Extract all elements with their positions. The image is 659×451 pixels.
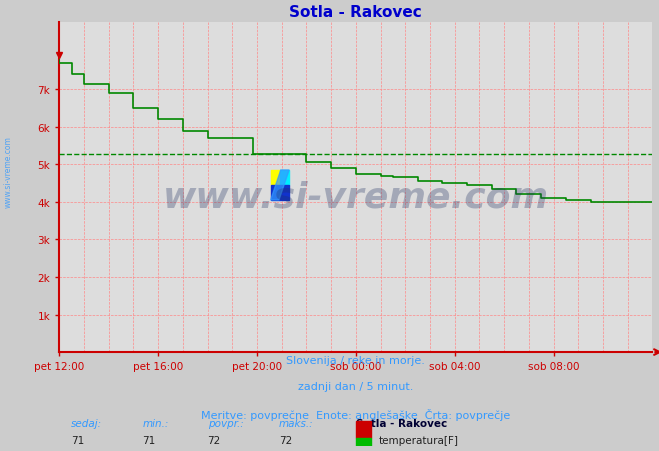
Text: www.si-vreme.com: www.si-vreme.com bbox=[3, 135, 13, 207]
Bar bbox=[356, 421, 370, 438]
Text: povpr.:: povpr.: bbox=[208, 418, 243, 428]
Text: Slovenija / reke in morje.: Slovenija / reke in morje. bbox=[287, 355, 425, 365]
Text: sedaj:: sedaj: bbox=[71, 418, 102, 428]
Text: www.si-vreme.com: www.si-vreme.com bbox=[163, 180, 549, 214]
Text: 71: 71 bbox=[142, 435, 156, 445]
Bar bbox=[356, 438, 370, 451]
Polygon shape bbox=[280, 170, 289, 185]
Text: 71: 71 bbox=[71, 435, 84, 445]
Text: Sotla - Rakovec: Sotla - Rakovec bbox=[356, 418, 447, 428]
Polygon shape bbox=[271, 170, 289, 201]
Title: Sotla - Rakovec: Sotla - Rakovec bbox=[289, 5, 422, 20]
Text: 72: 72 bbox=[208, 435, 221, 445]
Polygon shape bbox=[271, 170, 280, 185]
Polygon shape bbox=[271, 185, 289, 201]
Text: temperatura[F]: temperatura[F] bbox=[378, 435, 459, 445]
Text: 72: 72 bbox=[279, 435, 292, 445]
Text: Meritve: povprečne  Enote: anglešaške  Črta: povprečje: Meritve: povprečne Enote: anglešaške Črt… bbox=[201, 408, 511, 420]
Text: maks.:: maks.: bbox=[279, 418, 314, 428]
Text: min.:: min.: bbox=[142, 418, 169, 428]
Text: zadnji dan / 5 minut.: zadnji dan / 5 minut. bbox=[298, 382, 414, 391]
